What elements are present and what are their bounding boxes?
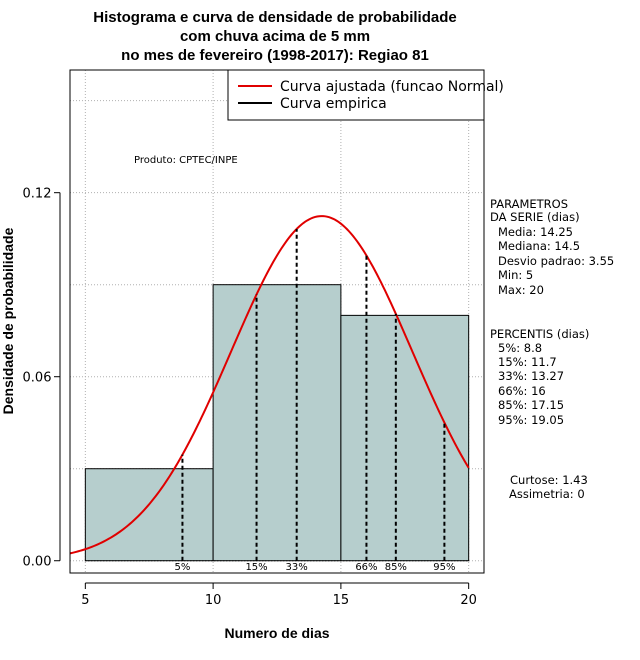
chart-title: Histograma e curva de densidade de proba… — [93, 9, 456, 64]
percentile-label: 15% — [245, 562, 267, 573]
chart-title-line-2: com chuva acima de 5 mm — [180, 28, 370, 45]
param-line: Max: 20 — [498, 283, 544, 297]
normal-curve — [69, 215, 470, 555]
stat-line: Assimetria: 0 — [509, 487, 585, 501]
x-axis: 5 10 15 20 — [81, 582, 477, 608]
percentile-label: 66% — [355, 562, 377, 573]
percentile-label: 85% — [385, 562, 407, 573]
x-tick-label: 15 — [333, 593, 350, 608]
side-panel: PARAMETROS DA SERIE (dias) Media: 14.25 … — [490, 197, 614, 501]
param-line: Media: 14.25 — [498, 225, 573, 239]
percentil-line: 33%: 13.27 — [498, 369, 564, 383]
y-axis-label: Densidade de probabilidade — [0, 227, 16, 414]
chart-title-line-3: no mes de fevereiro (1998-2017): Regiao … — [121, 47, 429, 64]
chart-title-line-1: Histograma e curva de densidade de proba… — [93, 9, 456, 26]
param-line: Mediana: 14.5 — [498, 239, 580, 253]
x-tick-label: 10 — [205, 593, 222, 608]
param-line: Desvio padrao: 3.55 — [498, 254, 614, 268]
histogram-bar-1 — [84, 468, 214, 562]
y-axis: 0.00 0.06 0.12 — [23, 187, 61, 570]
normal-curve-line — [69, 215, 470, 555]
param-line: Min: 5 — [498, 268, 533, 282]
legend-label-empirical: Curva empirica — [280, 96, 387, 112]
percentile-label: 33% — [286, 562, 308, 573]
percentil-line: 5%: 8.8 — [498, 341, 542, 355]
histogram-bar-3 — [340, 314, 470, 562]
percentile-lines: 5% 15% 33% 66% 85% 95% — [175, 228, 456, 573]
legend: Curva ajustada (funcao Normal) Curva emp… — [227, 69, 504, 121]
histogram-bars — [84, 284, 470, 562]
legend-box — [227, 69, 485, 121]
y-tick-label: 0.12 — [23, 187, 52, 202]
y-tick-label: 0.00 — [23, 555, 52, 570]
param-line: PARAMETROS — [490, 197, 568, 211]
percentil-line: 15%: 11.7 — [498, 355, 557, 369]
percentile-label: 5% — [175, 562, 191, 573]
stat-line: Curtose: 1.43 — [510, 473, 588, 487]
x-tick-label: 20 — [460, 593, 477, 608]
percentil-line: 95%: 19.05 — [498, 413, 564, 427]
x-axis-label: Numero de dias — [224, 625, 329, 641]
percentil-line: 85%: 17.15 — [498, 398, 564, 412]
percentil-line: PERCENTIS (dias) — [490, 327, 589, 341]
percentile-label: 95% — [433, 562, 455, 573]
legend-label-fitted: Curva ajustada (funcao Normal) — [280, 79, 504, 95]
percentil-line: 66%: 16 — [498, 384, 546, 398]
param-line: DA SERIE (dias) — [490, 210, 580, 224]
histogram-bar-2 — [212, 284, 342, 562]
x-tick-label: 5 — [81, 593, 89, 608]
product-annotation: Produto: CPTEC/INPE — [134, 155, 238, 166]
y-tick-label: 0.06 — [23, 371, 52, 386]
